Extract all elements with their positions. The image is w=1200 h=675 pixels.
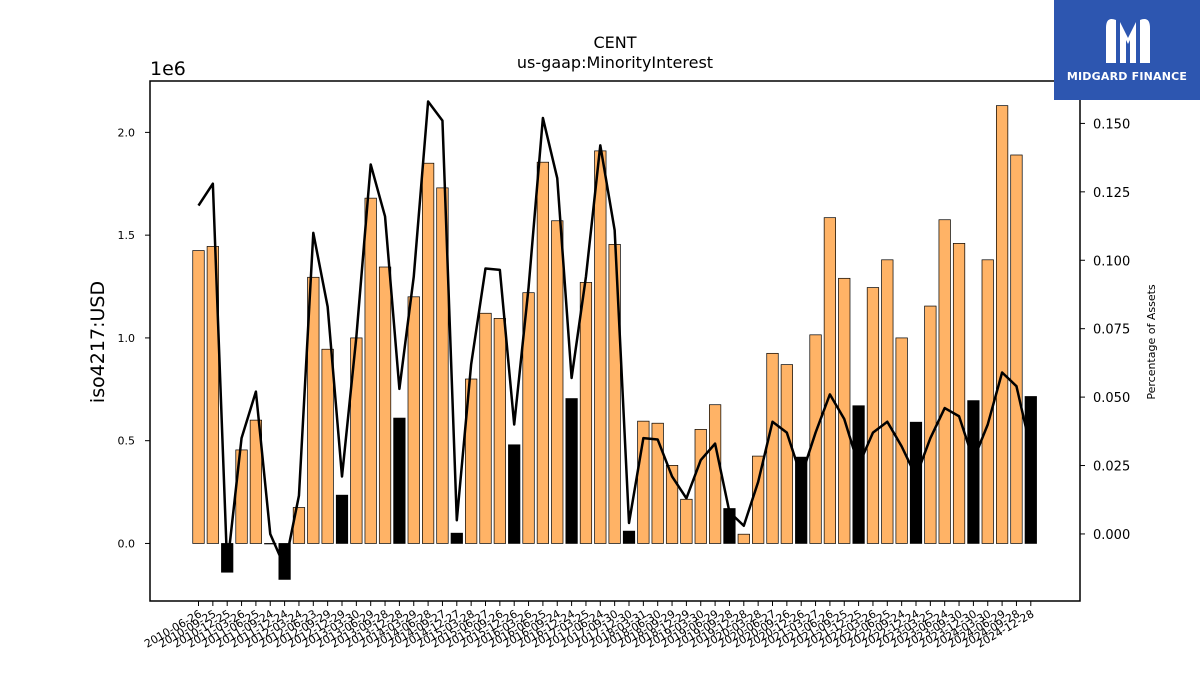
bar-2017-12-30 [622,530,636,544]
bar-2022-12-24 [909,421,923,544]
bar-2019-12-28 [737,533,750,544]
plot-frame [149,80,1081,602]
y-tick-label: 1.5 [118,229,136,242]
bar-2022-06-25 [881,259,894,544]
bar-2013-12-28 [393,417,406,544]
bar-2015-06-27 [479,312,492,544]
y2-tick-label: 0.075 [1093,323,1130,338]
chart-title: CENT [593,33,636,52]
y2-tick-label: 0.125 [1093,186,1130,201]
line-group [197,100,1033,569]
y2-ticks-group: 0.000 0.025 0.050 0.075 0.100 0.125 0.150 [1080,117,1130,543]
bar-2015-03-28 [465,378,478,544]
y-ticks-group: 0.0 0.5 1.0 1.5 2.0 [118,126,150,550]
bar-2011-06-25 [249,419,262,544]
bar-2024-06-29 [995,105,1009,544]
bar-2014-12-27 [450,532,463,544]
bar-2018-06-30 [651,422,664,544]
bar-2018-03-31 [637,420,650,544]
bar-2023-09-30 [952,243,966,544]
y2-axis-label: Percentage of Assets [1145,284,1158,400]
bar-2016-12-24 [565,398,578,544]
bar-2024-03-30 [981,259,994,544]
y2-tick-label: 0.025 [1093,460,1130,475]
bar-2010-09-25 [206,246,219,544]
bar-2017-06-24 [594,150,607,544]
y-tick-label: 0.0 [118,537,136,550]
midgard-logo-icon [1106,19,1150,63]
y2-tick-label: 0.000 [1093,528,1130,543]
bar-2014-06-28 [422,162,435,544]
bar-2013-09-28 [378,266,392,544]
bar-2024-09-28 [1010,154,1023,544]
x-ticks-group: 2010-06-262010-09-252010-12-252011-03-26… [142,601,1036,651]
bar-2021-03-27 [809,334,822,544]
bar-2023-03-25 [924,305,937,544]
chart-subtitle: us-gaap:MinorityInterest [517,53,713,72]
bar-2011-09-24 [264,543,277,545]
y2-tick-label: 0.050 [1093,391,1130,406]
bar-2019-03-30 [694,429,707,544]
bar-2012-06-23 [307,276,320,544]
bar-2014-09-27 [436,187,449,544]
bar-2023-12-30 [967,400,980,544]
bar-2014-03-29 [407,296,420,544]
bar-2019-06-29 [708,404,722,544]
bar-2021-12-25 [852,405,865,544]
bar-2017-03-25 [579,282,593,544]
bar-2010-06-26 [192,250,205,544]
bar-2018-12-29 [680,498,693,544]
bar-2022-03-26 [866,287,880,544]
y-axis-label: iso4217:USD [87,281,109,403]
bar-2012-12-29 [335,494,349,544]
bars-group [192,105,1037,580]
percentage-line [197,100,1033,569]
y2-tick-label: 0.100 [1093,254,1130,269]
bar-2013-06-29 [364,197,377,544]
bar-2016-06-25 [536,161,550,544]
brand-logo: MIDGARD FINANCE [1054,0,1200,100]
bar-2020-06-27 [766,352,779,544]
bar-2012-09-29 [321,348,334,544]
y-tick-label: 2.0 [118,126,136,139]
bar-2024-12-28 [1024,396,1037,544]
brand-name: MIDGARD FINANCE [1066,70,1188,83]
bar-2018-09-29 [665,465,679,544]
bar-2021-06-26 [823,217,837,544]
bar-2020-12-26 [795,456,808,544]
bar-2020-09-26 [780,364,793,544]
y-tick-label: 1.0 [118,332,136,345]
y-tick-label: 0.5 [118,435,136,448]
bar-2015-12-26 [508,444,521,544]
y-offset-text: 1e6 [150,58,186,80]
bar-2022-09-24 [895,337,908,544]
bar-2023-06-24 [938,219,951,544]
bar-2016-09-24 [551,220,564,544]
bar-2015-09-26 [493,318,506,544]
y2-tick-label: 0.150 [1093,117,1130,132]
